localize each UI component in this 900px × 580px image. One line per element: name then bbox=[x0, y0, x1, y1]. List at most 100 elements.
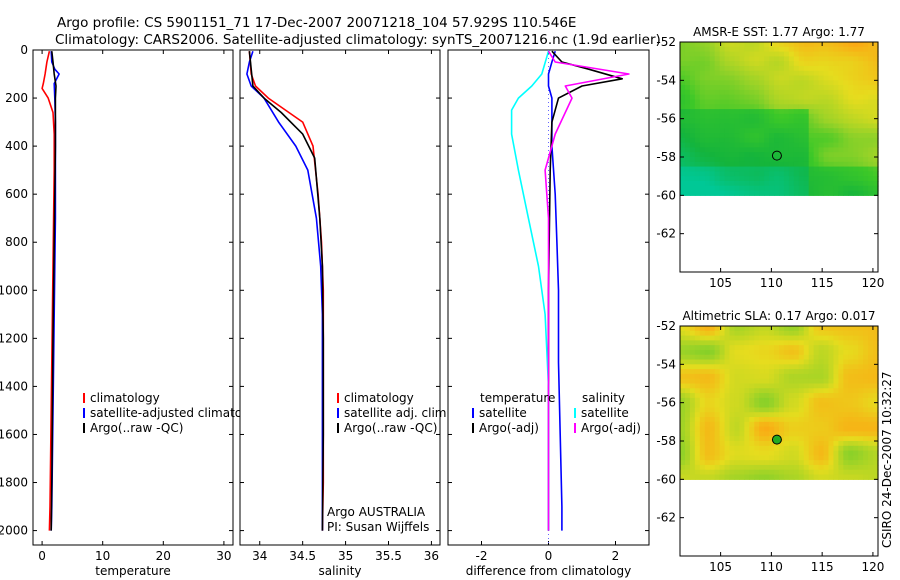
sla-map-cell bbox=[749, 354, 755, 361]
sla-map-cell bbox=[868, 340, 874, 346]
sst-map-cell bbox=[759, 180, 765, 187]
sla-map-cell bbox=[754, 345, 760, 351]
sst-map-cell bbox=[788, 180, 795, 187]
sst-map-cell bbox=[793, 89, 800, 96]
sst-map-cell bbox=[863, 142, 869, 149]
sla-map-cell bbox=[779, 441, 785, 447]
sst-map-cell bbox=[783, 56, 790, 62]
sst-map-cell bbox=[719, 133, 726, 139]
sla-map-cell bbox=[704, 397, 711, 404]
sla-map-cell bbox=[739, 469, 745, 476]
sst-map-cell bbox=[873, 147, 879, 153]
sst-map-cell bbox=[694, 104, 701, 110]
sla-map-cell bbox=[704, 445, 711, 452]
sla-map-cell bbox=[709, 397, 716, 404]
sla-map-cell bbox=[833, 369, 839, 375]
sla-map-cell bbox=[680, 474, 686, 480]
sla-map-cell bbox=[680, 397, 686, 404]
sst-map-cell bbox=[724, 46, 731, 53]
sst-map-cell bbox=[843, 128, 849, 134]
sla-map-cell bbox=[764, 397, 770, 404]
sst-map-cell bbox=[739, 56, 745, 62]
sla-map-cell bbox=[699, 417, 706, 423]
sst-map-cell bbox=[744, 180, 750, 187]
sst-map-ytick-label: -60 bbox=[656, 188, 676, 202]
sla-map-cell bbox=[694, 378, 701, 385]
sst-map-cell bbox=[734, 85, 740, 91]
sla-map-cell bbox=[863, 431, 869, 437]
sla-map-cell bbox=[868, 330, 874, 337]
sst-map-cell bbox=[774, 61, 780, 67]
sla-map-cell bbox=[719, 364, 726, 370]
sst-map-cell bbox=[863, 75, 869, 81]
sst-map-cell bbox=[858, 42, 864, 48]
sst-map-cell bbox=[808, 65, 815, 72]
sla-map-cell bbox=[684, 388, 691, 394]
sla-map-cell bbox=[833, 397, 839, 404]
sst-map-cell bbox=[823, 65, 830, 72]
sst-map-cell bbox=[838, 147, 844, 153]
sst-map-cell bbox=[783, 89, 790, 96]
sst-map-cell bbox=[759, 171, 765, 177]
sst-map-cell bbox=[793, 56, 800, 62]
sst-map-cell bbox=[754, 94, 760, 101]
sst-map-cell bbox=[774, 113, 780, 120]
sla-map-cell bbox=[749, 378, 755, 385]
sla-map-cell bbox=[744, 402, 750, 409]
sst-map-cell bbox=[769, 152, 775, 158]
sla-map-cell bbox=[734, 421, 740, 428]
sla-map-cell bbox=[704, 388, 711, 394]
sla-map-cell bbox=[873, 397, 879, 404]
sst-map-cell bbox=[694, 42, 701, 48]
sst-map-cell bbox=[764, 104, 770, 110]
sla-map-cell bbox=[719, 464, 726, 471]
sst-map-cell bbox=[764, 142, 770, 149]
sla-map-cell bbox=[808, 373, 815, 380]
sla-map-cell bbox=[853, 378, 859, 385]
sla-map-cell bbox=[848, 326, 854, 332]
sla-map-cell bbox=[798, 340, 805, 346]
sst-map-cell bbox=[699, 70, 706, 77]
sla-map-cell bbox=[793, 421, 800, 428]
sst-map-cell bbox=[823, 99, 830, 105]
sla-map-cell bbox=[680, 364, 686, 370]
sst-map-cell bbox=[843, 176, 849, 182]
sst-map-cell bbox=[724, 190, 731, 196]
sst-map-cell bbox=[729, 42, 736, 48]
sst-map-cell bbox=[798, 61, 805, 67]
sla-map-cell bbox=[868, 426, 874, 433]
sla-map-cell bbox=[680, 359, 686, 365]
sla-map-cell bbox=[853, 349, 859, 356]
sst-map-cell bbox=[749, 142, 755, 149]
sla-map-cell bbox=[813, 431, 820, 437]
sla-map-cell bbox=[873, 330, 879, 337]
sst-map-cell bbox=[779, 137, 785, 144]
sst-map-cell bbox=[739, 180, 745, 187]
temperature-ytick-label: 400 bbox=[5, 139, 28, 153]
sst-map-cell bbox=[709, 185, 716, 192]
sla-map-cell bbox=[813, 335, 820, 341]
sla-map-cell bbox=[764, 402, 770, 409]
sla-map-cell bbox=[774, 407, 780, 413]
sst-map-cell bbox=[714, 70, 721, 77]
sst-map-cell bbox=[823, 56, 830, 62]
sst-map-cell bbox=[680, 137, 686, 144]
sst-map-cell bbox=[779, 46, 785, 53]
sst-map-cell bbox=[838, 137, 844, 144]
sst-map-cell bbox=[694, 94, 701, 101]
sla-map-cell bbox=[694, 412, 701, 418]
sst-map-cell bbox=[838, 51, 844, 57]
sst-map-cell bbox=[719, 152, 726, 158]
sla-map-cell bbox=[798, 359, 805, 365]
sst-map-cell bbox=[684, 46, 691, 53]
sst-map-cell bbox=[853, 61, 859, 67]
sst-map-cell bbox=[823, 166, 830, 172]
sla-map-cell bbox=[764, 345, 770, 351]
sla-map-cell bbox=[689, 436, 696, 442]
temperature-xlabel: temperature bbox=[95, 564, 170, 578]
sla-map-cell bbox=[868, 397, 874, 404]
sla-map-cell bbox=[754, 469, 760, 476]
sla-map-cell bbox=[734, 469, 740, 476]
sla-map-cell bbox=[853, 436, 859, 442]
sla-map-cell bbox=[848, 393, 854, 399]
